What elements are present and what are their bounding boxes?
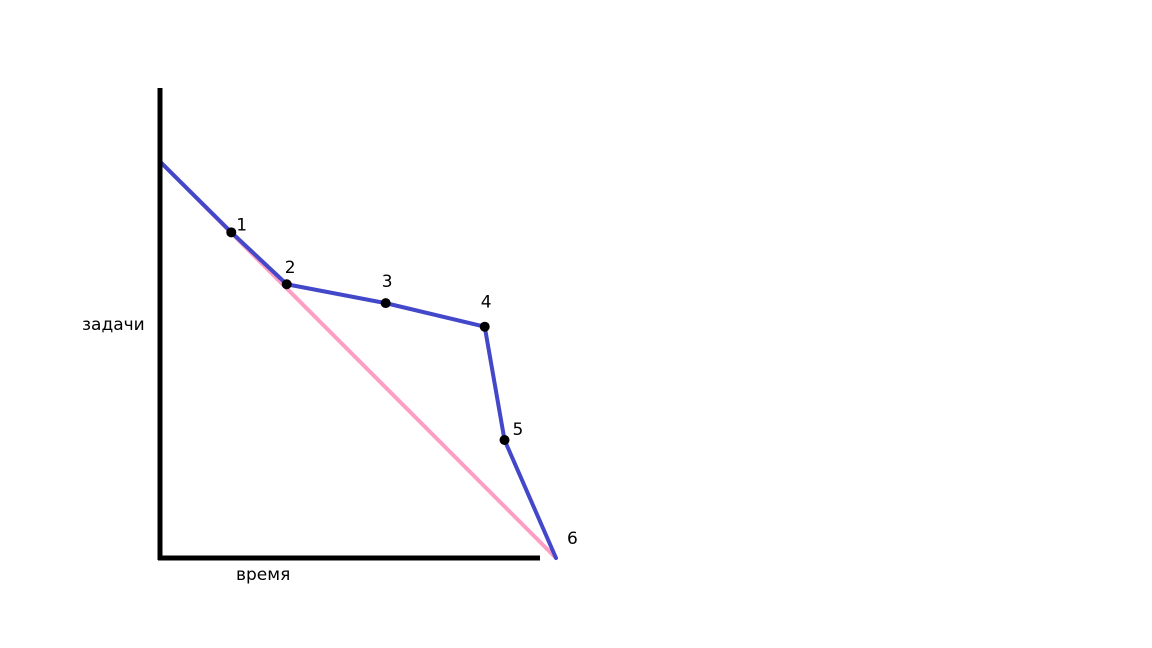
point-marker-4 (479, 321, 490, 332)
point-label-3: 3 (382, 272, 393, 292)
y-axis-label: задачи (82, 315, 145, 335)
point-marker-1 (226, 227, 237, 238)
point-label-2: 2 (285, 258, 296, 278)
point-label-6: 6 (567, 529, 578, 549)
x-axis-label: время (236, 565, 290, 585)
point-marker-2 (281, 279, 292, 290)
point-label-5: 5 (513, 420, 524, 440)
point-label-4: 4 (481, 293, 492, 313)
marker-layer (226, 227, 510, 445)
label-layer: 1 2 3 4 5 6 (236, 215, 578, 549)
point-marker-5 (499, 435, 510, 445)
axes-layer (157, 88, 540, 561)
series-layer (158, 159, 558, 560)
point-marker-3 (380, 298, 391, 309)
point-label-1: 1 (236, 215, 247, 235)
